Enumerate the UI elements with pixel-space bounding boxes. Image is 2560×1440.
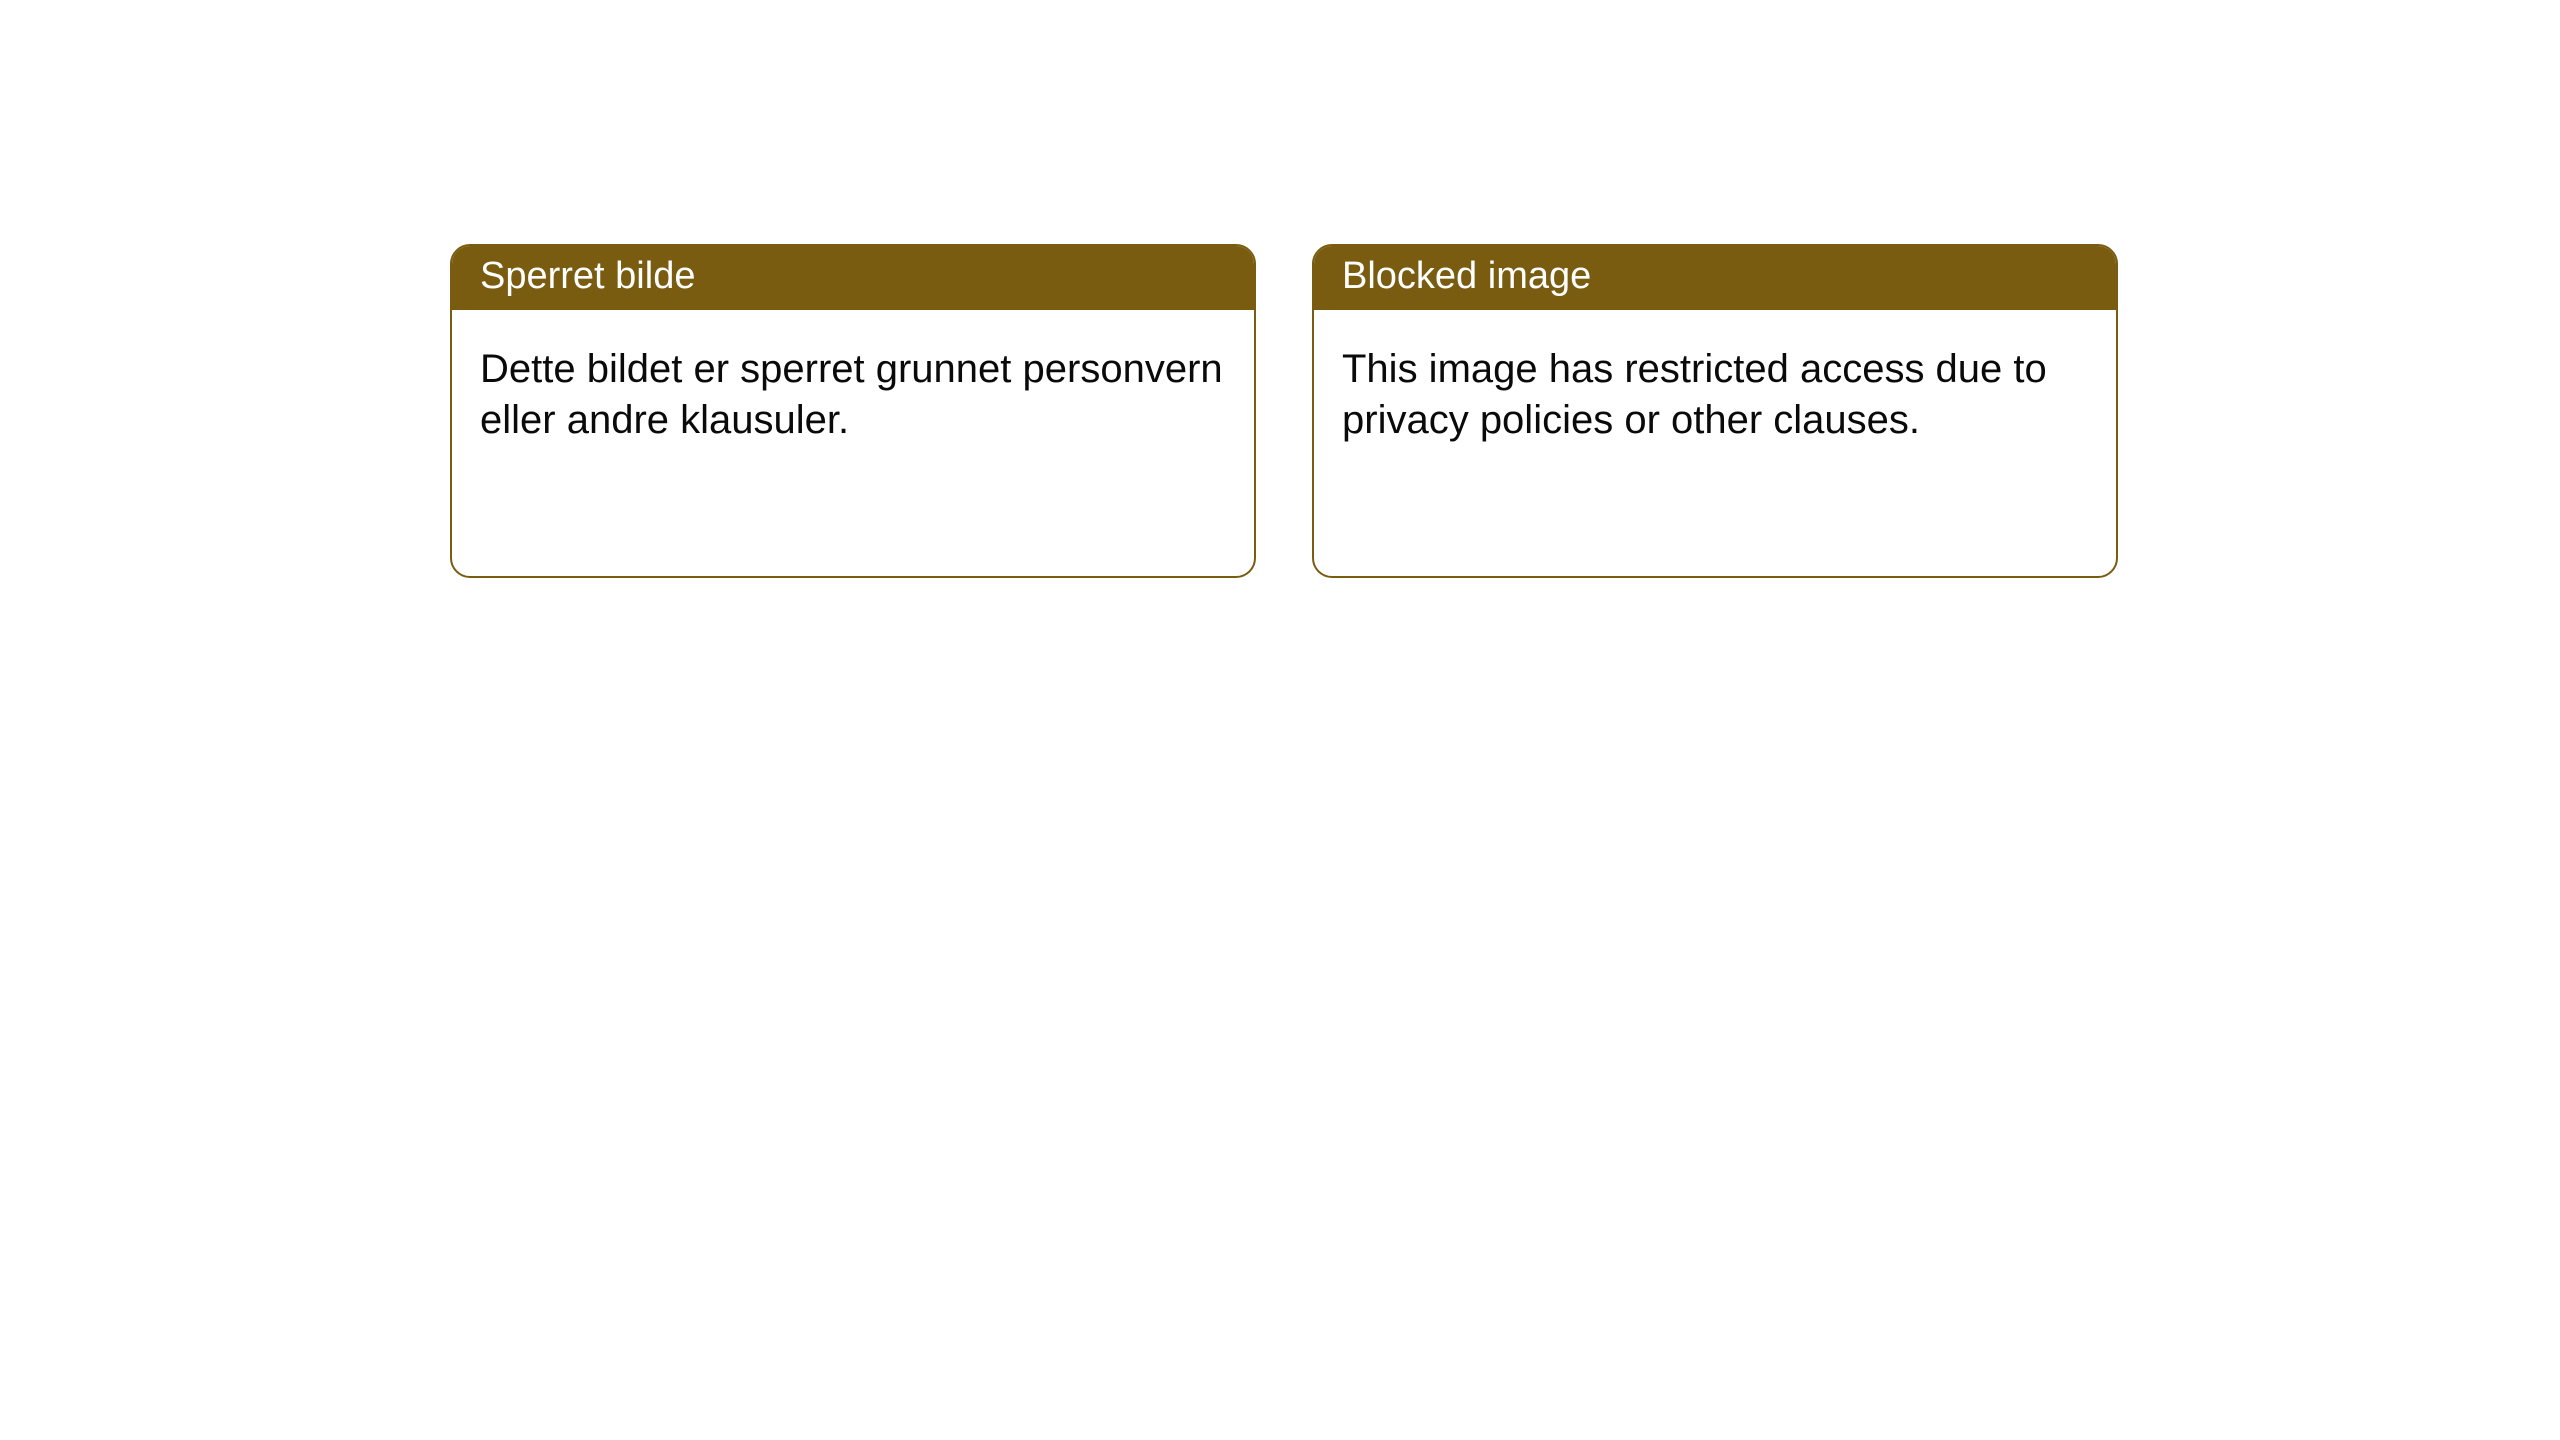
notice-card-norwegian: Sperret bilde Dette bildet er sperret gr… xyxy=(450,244,1256,578)
notice-title-norwegian: Sperret bilde xyxy=(452,246,1254,310)
notice-body-norwegian: Dette bildet er sperret grunnet personve… xyxy=(452,310,1254,480)
notice-container: Sperret bilde Dette bildet er sperret gr… xyxy=(0,0,2560,578)
notice-card-english: Blocked image This image has restricted … xyxy=(1312,244,2118,578)
notice-body-english: This image has restricted access due to … xyxy=(1314,310,2116,480)
notice-title-english: Blocked image xyxy=(1314,246,2116,310)
